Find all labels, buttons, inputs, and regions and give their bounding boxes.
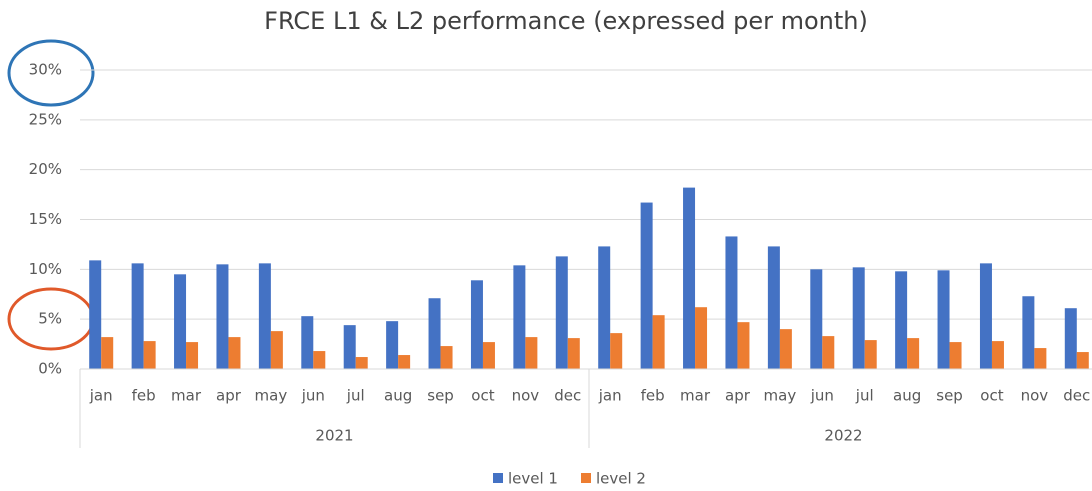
x-tick-label: feb: [641, 387, 665, 405]
bar: [343, 325, 356, 369]
bar: [301, 316, 314, 369]
bar: [555, 256, 568, 369]
bar: [567, 338, 580, 369]
bar: [313, 351, 326, 369]
bar: [937, 270, 950, 369]
bar: [525, 337, 538, 369]
bar: [89, 260, 102, 369]
x-tick-label: sep: [427, 387, 454, 405]
bar: [174, 274, 187, 369]
x-tick-label: apr: [725, 387, 751, 405]
bar: [979, 263, 992, 369]
legend-swatch: [493, 473, 503, 483]
highlight-circle: [7, 39, 95, 107]
bar: [1034, 348, 1047, 369]
bar: [949, 342, 962, 369]
bar: [725, 236, 738, 369]
y-tick-label: 15%: [29, 210, 62, 228]
x-tick-label: oct: [980, 387, 1003, 405]
y-tick-label: 20%: [29, 160, 62, 178]
x-tick-label: sep: [936, 387, 963, 405]
bar: [428, 298, 441, 369]
bar: [386, 321, 399, 369]
bar: [907, 338, 920, 369]
x-group-label: 2021: [315, 427, 353, 445]
bar: [610, 333, 623, 369]
bar: [270, 331, 283, 369]
x-tick-label: feb: [132, 387, 156, 405]
bar: [258, 263, 271, 369]
bar: [640, 202, 653, 369]
x-tick-label: dec: [1063, 387, 1090, 405]
bar: [852, 267, 865, 369]
bar: [1076, 352, 1089, 369]
bar: [598, 246, 611, 369]
bar: [1022, 296, 1035, 369]
bar: [779, 329, 792, 369]
bar: [822, 336, 835, 369]
x-tick-label: aug: [384, 387, 412, 405]
x-tick-label: dec: [554, 387, 581, 405]
bar: [991, 341, 1004, 369]
x-tick-label: jul: [855, 387, 874, 405]
y-tick-label: 25%: [29, 110, 62, 128]
y-tick-label: 5%: [38, 310, 62, 328]
x-tick-label: oct: [471, 387, 494, 405]
bar: [228, 337, 241, 369]
bar: [1064, 308, 1077, 369]
x-tick-label: jul: [346, 387, 365, 405]
legend-label: level 2: [596, 470, 646, 488]
x-group-label: 2022: [824, 427, 862, 445]
legend-swatch: [581, 473, 591, 483]
bar: [355, 357, 368, 369]
bar: [683, 187, 696, 369]
bar: [695, 307, 708, 369]
chart-title: FRCE L1 & L2 performance (expressed per …: [264, 7, 868, 35]
bar: [440, 346, 453, 369]
bar: [143, 341, 156, 369]
bar: [186, 342, 199, 369]
bar: [398, 355, 411, 369]
x-tick-label: jun: [301, 387, 325, 405]
bar: [513, 265, 526, 369]
y-tick-label: 10%: [29, 260, 62, 278]
bar: [737, 322, 750, 369]
x-tick-label: aug: [893, 387, 921, 405]
bar: [131, 263, 144, 369]
bar: [767, 246, 780, 369]
x-tick-label: mar: [171, 387, 202, 405]
x-tick-label: nov: [512, 387, 540, 405]
bar: [482, 342, 495, 369]
bar: [470, 280, 483, 369]
bar: [895, 271, 908, 369]
bar: [810, 269, 823, 369]
x-tick-label: jun: [810, 387, 834, 405]
bar: [101, 337, 114, 369]
x-tick-label: may: [255, 387, 288, 405]
x-tick-label: jan: [598, 387, 622, 405]
bar: [652, 315, 665, 369]
y-tick-label: 30%: [29, 61, 62, 79]
x-tick-label: may: [764, 387, 797, 405]
x-tick-label: nov: [1021, 387, 1049, 405]
bar: [864, 340, 877, 369]
legend-label: level 1: [508, 470, 558, 488]
x-tick-label: mar: [680, 387, 711, 405]
x-tick-label: apr: [216, 387, 242, 405]
x-tick-label: jan: [89, 387, 113, 405]
y-tick-label: 0%: [38, 360, 62, 378]
bar: [216, 264, 229, 369]
